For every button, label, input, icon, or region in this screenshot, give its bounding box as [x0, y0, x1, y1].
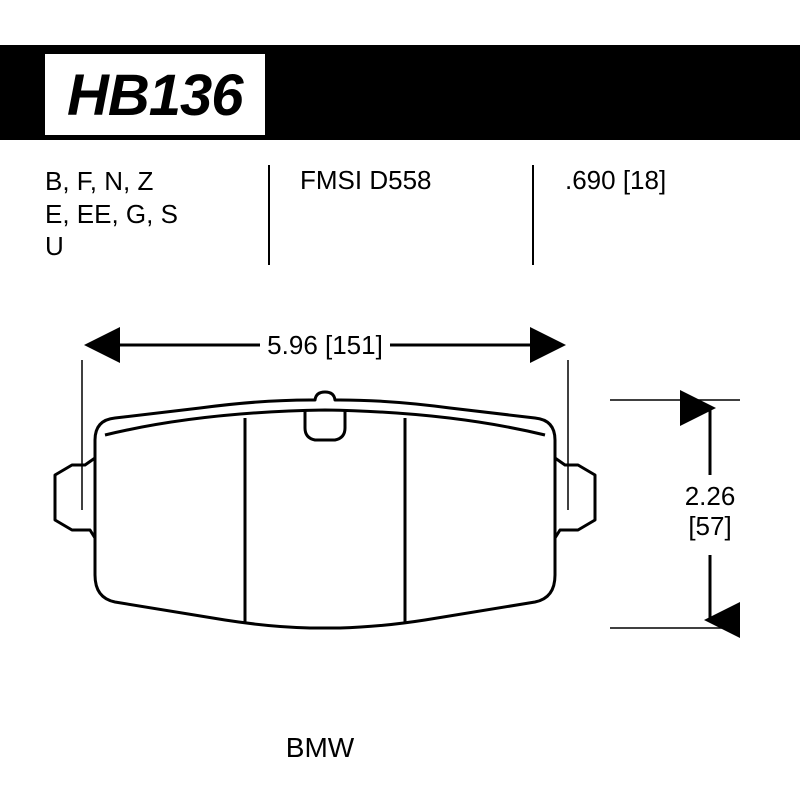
- brand-label: BMW: [0, 732, 640, 764]
- diagram: 5.96 [151]: [0, 300, 800, 730]
- codes-line1: B, F, N, Z: [45, 165, 178, 198]
- height-dim-1: 2.26: [685, 481, 736, 511]
- thickness-spec: .690 [18]: [565, 165, 666, 196]
- divider: [532, 165, 534, 265]
- divider: [268, 165, 270, 265]
- fmsi-code: FMSI D558: [300, 165, 432, 196]
- part-number: HB136: [45, 54, 265, 135]
- height-dim-2: [57]: [688, 511, 731, 541]
- width-dim: 5.96 [151]: [267, 330, 383, 360]
- info-row: B, F, N, Z E, EE, G, S U FMSI D558 .690 …: [0, 165, 800, 275]
- compound-codes: B, F, N, Z E, EE, G, S U: [45, 165, 178, 263]
- codes-line3: U: [45, 230, 178, 263]
- codes-line2: E, EE, G, S: [45, 198, 178, 231]
